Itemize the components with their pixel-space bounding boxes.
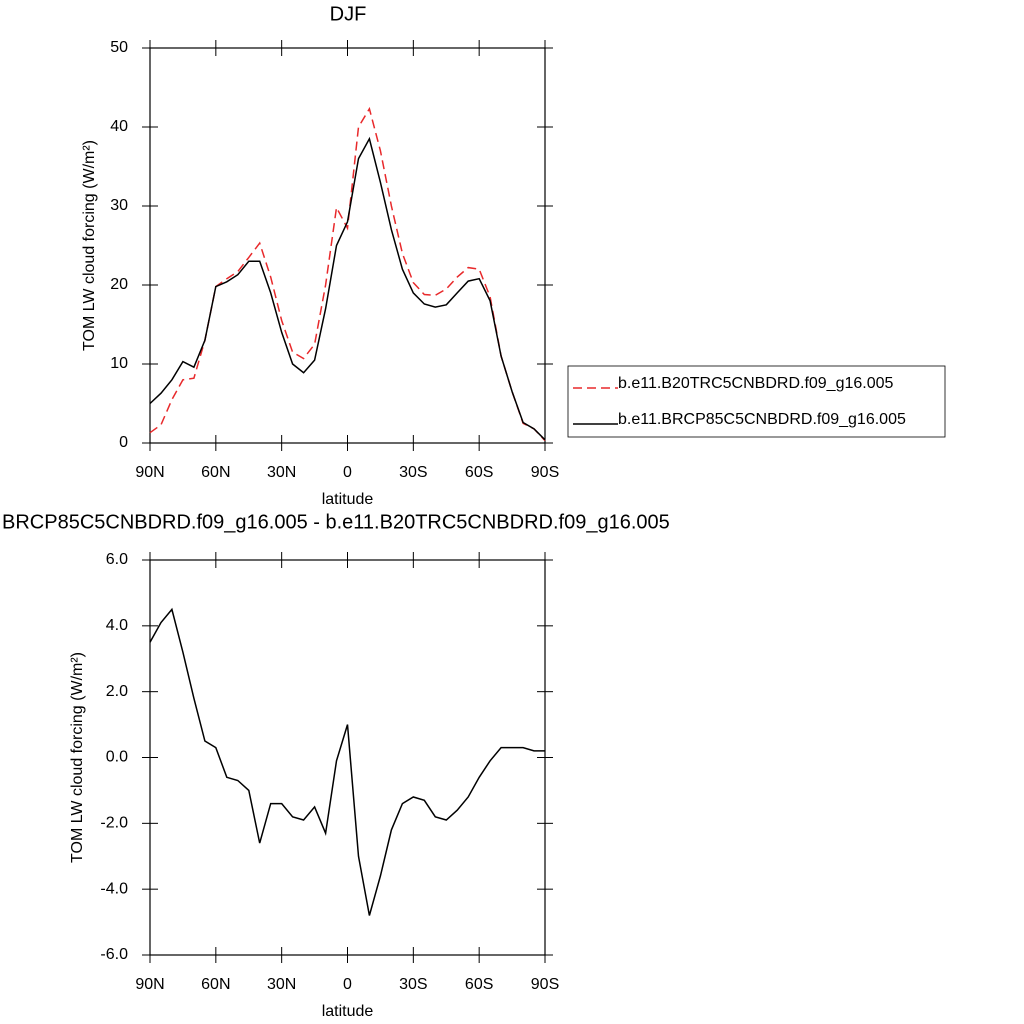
legend-label: b.e11.B20TRC5CNBDRD.f09_g16.005	[618, 375, 894, 392]
y-tick-label: -2.0	[100, 815, 128, 832]
y-tick-label: 50	[110, 39, 128, 56]
y-axis-label: TOM LW cloud forcing (W/m²)	[81, 140, 98, 351]
y-tick-label: 30	[110, 197, 128, 214]
y-tick-label: 4.0	[106, 617, 128, 634]
x-tick-label: 60N	[201, 464, 230, 481]
chart-title: DJF	[330, 3, 367, 25]
x-tick-label: 30N	[267, 976, 296, 993]
x-tick-label: 90N	[135, 976, 164, 993]
x-tick-label: 90N	[135, 464, 164, 481]
chart-title: BRCP85C5CNBDRD.f09_g16.005 - b.e11.B20TR…	[2, 511, 670, 533]
y-tick-label: 0	[119, 434, 128, 451]
y-tick-label: 40	[110, 118, 128, 135]
x-axis-label: latitude	[322, 491, 374, 508]
y-tick-label: 2.0	[106, 683, 128, 700]
plot-frame	[149, 47, 546, 444]
y-tick-label: 10	[110, 355, 128, 372]
y-tick-label: 20	[110, 276, 128, 293]
x-tick-label: 60S	[465, 976, 493, 993]
plot-frame	[149, 559, 546, 956]
x-tick-label: 60S	[465, 464, 493, 481]
y-tick-label: 0.0	[106, 749, 128, 766]
x-tick-label: 30N	[267, 464, 296, 481]
legend-label: b.e11.BRCP85C5CNBDRD.f09_g16.005	[618, 411, 906, 428]
legend-box	[567, 365, 946, 438]
x-tick-label: 90S	[531, 464, 559, 481]
y-tick-label: -6.0	[100, 946, 128, 963]
series-line	[149, 607, 545, 916]
y-axis-label: TOM LW cloud forcing (W/m²)	[69, 652, 86, 863]
x-tick-label: 0	[343, 464, 352, 481]
x-tick-label: 0	[343, 976, 352, 993]
x-tick-label: 90S	[531, 976, 559, 993]
x-tick-label: 60N	[201, 976, 230, 993]
y-tick-label: 6.0	[106, 551, 128, 568]
x-tick-label: 30S	[399, 976, 427, 993]
series-line	[149, 106, 546, 442]
x-axis-label: latitude	[322, 1003, 374, 1020]
x-tick-label: 30S	[399, 464, 427, 481]
series-line	[149, 136, 546, 441]
y-tick-label: -4.0	[100, 880, 128, 897]
